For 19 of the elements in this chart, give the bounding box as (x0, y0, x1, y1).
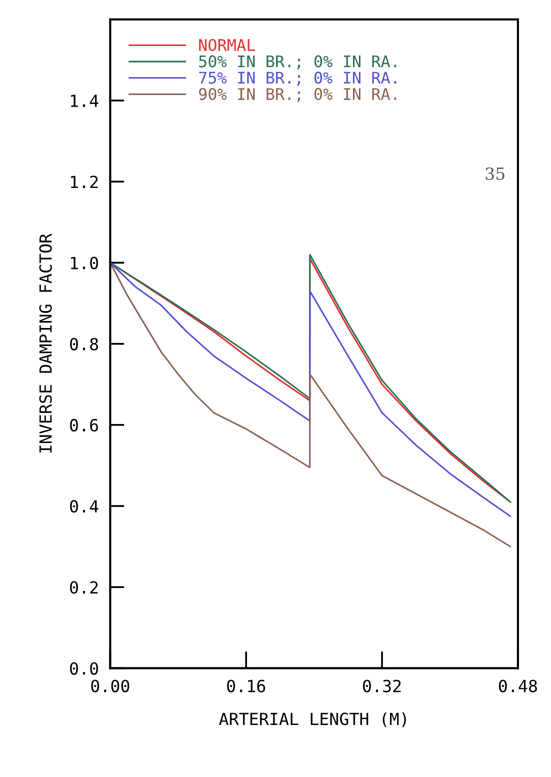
y-tick-label: 1.2 (70, 176, 98, 188)
x-tick-label: 0.32 (363, 680, 401, 692)
annotation: 35 (486, 167, 504, 180)
legend-label: 50% IN BR.; 0% IN RA. (199, 55, 396, 70)
y-tick-label: 0.8 (70, 338, 98, 350)
y-axis-title: INVERSE DAMPING FACTOR (39, 233, 52, 453)
y-tick-label: 0.4 (70, 500, 98, 513)
y-tick-label: 0.6 (70, 418, 98, 432)
legend-label: 75% IN BR.; 0% IN RA. (199, 72, 396, 86)
legend-label: 90% IN BR.; 0% IN RA. (199, 88, 396, 102)
legend-label: NORMAL (199, 38, 256, 52)
x-tick-label: 0.48 (498, 680, 537, 692)
x-tick-label: 0.16 (227, 680, 266, 692)
y-tick-label: 1.4 (70, 94, 98, 107)
y-tick-label: 0.2 (70, 581, 98, 594)
y-tick-label: 1.0 (70, 256, 98, 270)
x-axis-title: ARTERIAL LENGTH (M) (219, 712, 406, 728)
y-tick-label: 0.0 (70, 662, 98, 675)
x-tick-label: 0.00 (91, 680, 130, 692)
